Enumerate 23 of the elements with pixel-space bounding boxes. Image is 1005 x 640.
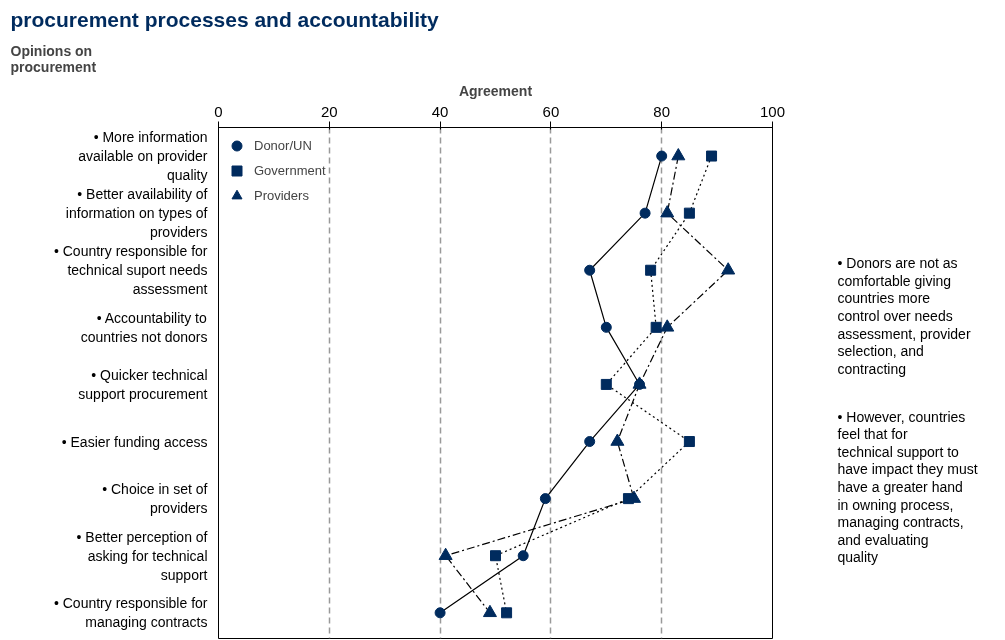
- y-axis-title: Opinions on procurement: [10, 42, 97, 75]
- text: • Donors are not as comfortable giving countries more control over needs assessment, provider selection, and contracting: [837, 255, 971, 377]
- chart-title: procurement processes and accountability: [10, 7, 440, 31]
- x-tick-label: 20: [320, 102, 338, 120]
- x-tick-label: 80: [653, 102, 671, 120]
- y-tick-label: • Accountability to countries not donors: [80, 309, 208, 345]
- x-tick-label: 100: [759, 102, 786, 120]
- y-tick-label: • Choice in set of providers: [102, 481, 208, 517]
- y-tick-label: • Quicker technical support procurement: [78, 366, 208, 403]
- y-tick-label: • Better availability of information on types of providers: [65, 185, 208, 241]
- legend-label: Providers: [254, 187, 309, 205]
- x-tick-label: 60: [542, 102, 560, 120]
- y-tick-label: • Country responsible for managing contracts: [53, 595, 208, 631]
- x-tick-label: 40: [431, 102, 449, 120]
- y-tick-label: • More information available on provider quality: [78, 128, 208, 184]
- text: • However, countries feel that for technical support to have impact they must have a greater hand in owning process, managing contracts, and evaluating quality: [837, 408, 978, 566]
- y-tick-label: • Easier funding access: [61, 433, 208, 450]
- legend-label: Government: [254, 162, 326, 180]
- x-tick-label: 0: [214, 102, 223, 120]
- y-tick-label: • Better perception of asking for technical support: [76, 528, 208, 583]
- y-tick-label: • Country responsible for technical suport needs assessment: [53, 243, 208, 298]
- x-axis-title: Agreement: [458, 82, 533, 99]
- legend-label: Donor/UN: [254, 137, 312, 155]
